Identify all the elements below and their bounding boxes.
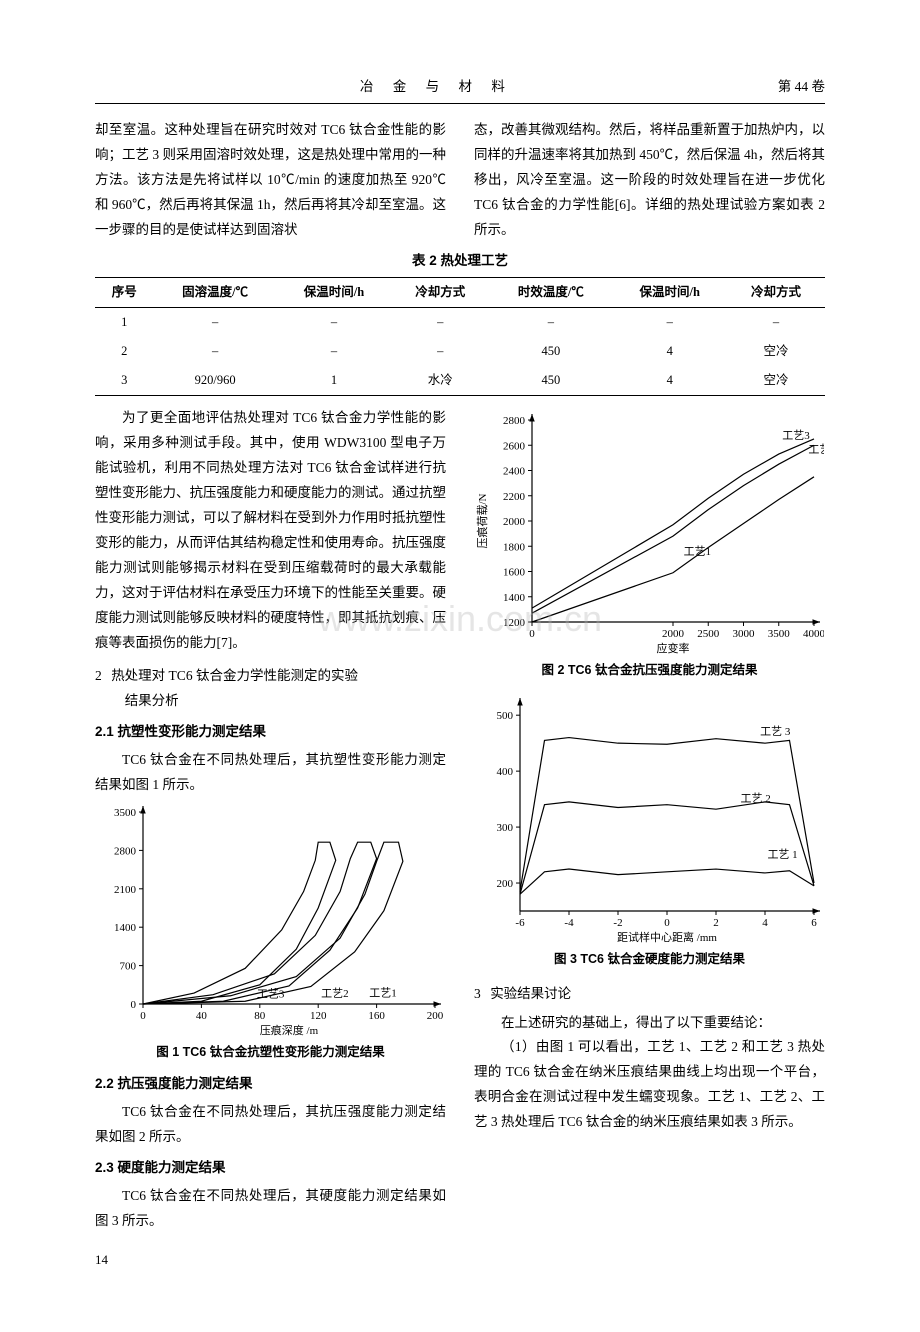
sec2-num: 2 xyxy=(95,664,102,689)
svg-text:工艺1: 工艺1 xyxy=(369,986,397,999)
fig1-caption: 图 1 TC6 钛合金抗塑性变形能力测定结果 xyxy=(95,1041,446,1064)
svg-text:2800: 2800 xyxy=(114,845,137,857)
svg-text:2200: 2200 xyxy=(503,491,526,503)
svg-text:160: 160 xyxy=(368,1010,385,1022)
table-header: 冷却方式 xyxy=(391,277,489,307)
figure-1: 0 40 80 120 160 200 0 700 1400 2100 2800 3500 压痕深度 /… xyxy=(95,798,445,1038)
svg-text:距试样中心距离 /mm: 距试样中心距离 /mm xyxy=(617,930,717,944)
svg-text:工艺3: 工艺3 xyxy=(257,987,285,1000)
subsec-2-2: 2.2 抗压强度能力测定结果 xyxy=(95,1072,446,1097)
svg-text:-2: -2 xyxy=(613,917,622,929)
section-3-head: 3 实验结果讨论 xyxy=(474,982,825,1007)
svg-text:4000: 4000 xyxy=(803,628,824,640)
svg-text:300: 300 xyxy=(497,822,514,834)
table-header: 固溶温度/℃ xyxy=(154,277,277,307)
svg-text:-4: -4 xyxy=(564,917,574,929)
svg-text:0: 0 xyxy=(131,999,137,1011)
table-header: 序号 xyxy=(95,277,154,307)
svg-text:500: 500 xyxy=(497,711,514,723)
intro-left: 却至室温。这种处理旨在研究时效对 TC6 钛合金性能的影响；工艺 3 则采用固溶… xyxy=(95,118,446,243)
svg-text:40: 40 xyxy=(196,1010,208,1022)
svg-text:工艺3: 工艺3 xyxy=(782,429,810,442)
svg-text:4: 4 xyxy=(762,917,768,929)
table-row: 2–––4504空冷 xyxy=(95,337,825,366)
table-row: 3920/9601水冷4504空冷 xyxy=(95,366,825,396)
svg-text:1200: 1200 xyxy=(503,617,526,629)
sec3-title: 实验结果讨论 xyxy=(490,986,571,1001)
svg-text:压痕深度 /m: 压痕深度 /m xyxy=(260,1023,319,1037)
page-header: 冶 金 与 材 料 第 44 卷 xyxy=(95,75,825,104)
svg-text:3000: 3000 xyxy=(733,628,756,640)
p-2-2: TC6 钛合金在不同热处理后，其抗压强度能力测定结果如图 2 所示。 xyxy=(95,1100,446,1150)
table-header: 保温时间/h xyxy=(277,277,391,307)
svg-text:1400: 1400 xyxy=(503,592,526,604)
header-right: 第 44 卷 xyxy=(778,75,825,100)
svg-text:200: 200 xyxy=(497,878,514,890)
svg-text:1800: 1800 xyxy=(503,542,526,554)
svg-text:0: 0 xyxy=(529,628,535,640)
svg-text:400: 400 xyxy=(497,767,514,779)
svg-text:2500: 2500 xyxy=(697,628,720,640)
sec3-num: 3 xyxy=(474,982,481,1007)
svg-text:200: 200 xyxy=(427,1010,444,1022)
svg-text:0: 0 xyxy=(140,1010,146,1022)
header-center: 冶 金 与 材 料 xyxy=(360,75,513,100)
table-header: 保温时间/h xyxy=(612,277,726,307)
subsec-2-3: 2.3 硬度能力测定结果 xyxy=(95,1156,446,1181)
svg-text:工艺 1: 工艺 1 xyxy=(767,848,797,861)
subsec-2-1: 2.1 抗塑性变形能力测定结果 xyxy=(95,720,446,745)
fig2-caption: 图 2 TC6 钛合金抗压强度能力测定结果 xyxy=(474,659,825,682)
svg-text:工艺1: 工艺1 xyxy=(684,545,712,558)
sec2-title-l2: 结果分析 xyxy=(95,689,446,714)
figure-3: -6 -4 -2 0 2 4 6 200 300 400 500 距试样中心距离 /mm 工艺 1 工艺 … xyxy=(474,690,824,945)
svg-text:2400: 2400 xyxy=(503,466,526,478)
svg-text:2000: 2000 xyxy=(503,516,526,528)
fig3-caption: 图 3 TC6 钛合金硬度能力测定结果 xyxy=(474,948,825,971)
right-column: 0200025003000350040001200140016001800200… xyxy=(474,406,825,1233)
svg-text:3500: 3500 xyxy=(114,807,137,819)
table-row: 1–––––– xyxy=(95,307,825,337)
svg-text:应变率: 应变率 xyxy=(657,641,690,655)
svg-text:2100: 2100 xyxy=(114,884,137,896)
svg-text:工艺 2: 工艺 2 xyxy=(741,792,771,805)
svg-text:0: 0 xyxy=(664,917,670,929)
svg-text:压痕荷载/N: 压痕荷载/N xyxy=(475,494,489,549)
p-2-3: TC6 钛合金在不同热处理后，其硬度能力测定结果如图 3 所示。 xyxy=(95,1184,446,1234)
svg-text:6: 6 xyxy=(811,917,817,929)
svg-text:2: 2 xyxy=(713,917,719,929)
svg-text:工艺2: 工艺2 xyxy=(321,987,349,1000)
svg-text:80: 80 xyxy=(254,1010,265,1022)
svg-text:1400: 1400 xyxy=(114,922,137,934)
svg-text:2800: 2800 xyxy=(503,415,526,427)
svg-text:2000: 2000 xyxy=(662,628,685,640)
left-p1: 为了更全面地评估热处理对 TC6 钛合金力学性能的影响，采用多种测试手段。其中，… xyxy=(95,406,446,656)
svg-text:3500: 3500 xyxy=(768,628,791,640)
figure-2: 0 2000 2500 3000 3500 4000 1200 1400 1600 1800 200… xyxy=(474,406,824,656)
svg-text:120: 120 xyxy=(310,1010,327,1022)
svg-text:工艺 3: 工艺 3 xyxy=(760,725,791,738)
p-3a: 在上述研究的基础上，得出了以下重要结论： xyxy=(474,1011,825,1036)
intro-right: 态，改善其微观结构。然后，将样品重新置于加热炉内，以同样的升温速率将其加热到 4… xyxy=(474,118,825,243)
page-number: 14 xyxy=(95,1248,825,1272)
svg-text:-6: -6 xyxy=(515,917,525,929)
p-3b: （1）由图 1 可以看出，工艺 1、工艺 2 和工艺 3 热处理的 TC6 钛合… xyxy=(474,1035,825,1135)
table-header: 时效温度/℃ xyxy=(489,277,612,307)
svg-text:2600: 2600 xyxy=(503,441,526,453)
section-2-head: 2 热处理对 TC6 钛合金力学性能测定的实验 结果分析 xyxy=(95,664,446,714)
table-header: 冷却方式 xyxy=(727,277,825,307)
svg-text:1600: 1600 xyxy=(503,567,526,579)
svg-text:工艺2: 工艺2 xyxy=(808,443,824,456)
intro-columns: 却至室温。这种处理旨在研究时效对 TC6 钛合金性能的影响；工艺 3 则采用固溶… xyxy=(95,118,825,243)
svg-text:700: 700 xyxy=(120,960,137,972)
table2-caption: 表 2 热处理工艺 xyxy=(95,249,825,274)
sec2-title-l1: 热处理对 TC6 钛合金力学性能测定的实验 xyxy=(111,668,358,683)
main-columns: 为了更全面地评估热处理对 TC6 钛合金力学性能的影响，采用多种测试手段。其中，… xyxy=(95,406,825,1233)
p-2-1: TC6 钛合金在不同热处理后，其抗塑性变形能力测定结果如图 1 所示。 xyxy=(95,748,446,798)
left-column: 为了更全面地评估热处理对 TC6 钛合金力学性能的影响，采用多种测试手段。其中，… xyxy=(95,406,446,1233)
table2: 序号固溶温度/℃保温时间/h冷却方式时效温度/℃保温时间/h冷却方式 1––––… xyxy=(95,277,825,397)
